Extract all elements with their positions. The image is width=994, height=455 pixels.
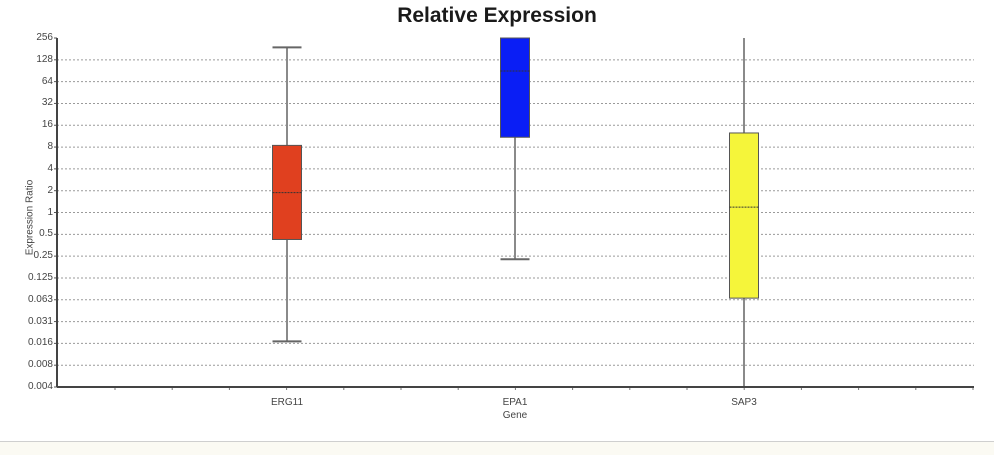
box-body — [500, 37, 530, 138]
x-tick-label: EPA1 — [502, 397, 528, 408]
y-tick-label: 256 — [36, 32, 53, 43]
box-plots — [272, 37, 759, 387]
gridlines — [57, 59, 974, 366]
box-sap3 — [729, 38, 759, 387]
box-erg11 — [272, 46, 302, 343]
y-tick-label: 16 — [41, 119, 53, 131]
y-tick-label: 2 — [47, 184, 53, 196]
y-tick-label: 8 — [47, 141, 53, 153]
y-tick-label: 1 — [47, 206, 53, 218]
x-tick-label: SAP3 — [731, 397, 757, 408]
y-tick-label: 0.063 — [27, 293, 53, 305]
y-tick-label: 0.5 — [39, 228, 53, 240]
y-tick-label: 0.125 — [27, 271, 53, 283]
y-tick-label: 0.016 — [27, 337, 53, 349]
x-axis-title: Gene — [502, 410, 528, 421]
chart-title: Relative Expression — [397, 4, 597, 27]
axes — [54, 37, 974, 390]
y-tick-label: 128 — [36, 53, 53, 65]
y-tick-label: 64 — [41, 75, 53, 87]
x-tick-label: ERG11 — [270, 397, 304, 408]
box-epa1 — [500, 37, 530, 261]
y-tick-label: 0.031 — [27, 315, 53, 327]
y-tick-label: 4 — [47, 162, 53, 174]
footer-bar — [0, 441, 994, 455]
y-tick-label: 0.004 — [27, 381, 53, 392]
y-tick-label: 32 — [41, 97, 53, 109]
y-tick-label: 0.008 — [27, 359, 53, 371]
y-tick-label: 0.25 — [33, 250, 53, 262]
box-body — [729, 132, 759, 299]
